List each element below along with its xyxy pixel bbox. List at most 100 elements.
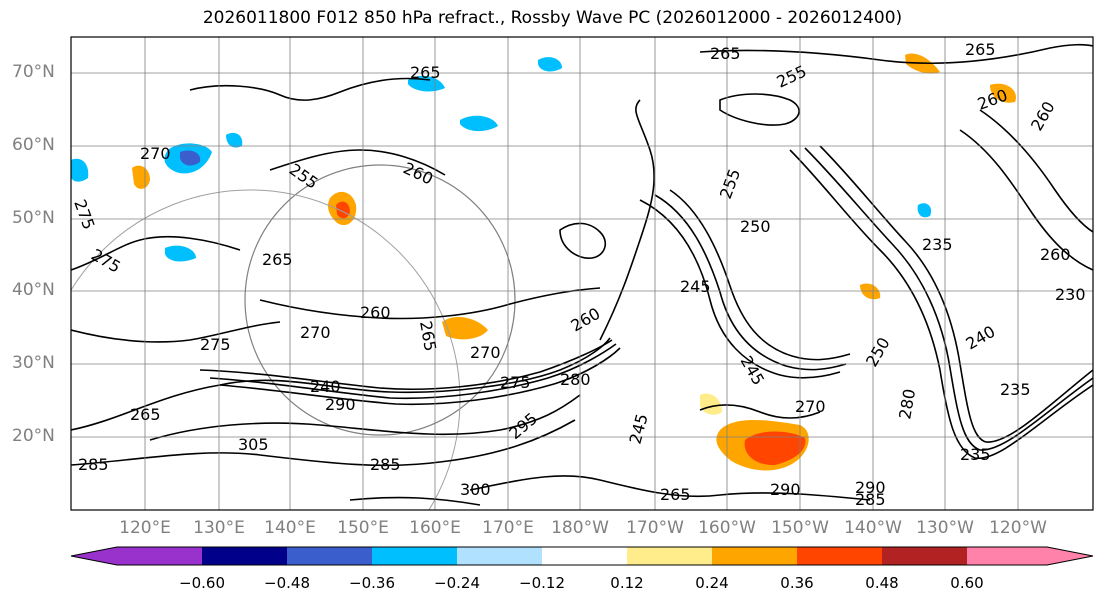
map-area bbox=[71, 37, 1093, 510]
contour-line bbox=[71, 321, 281, 343]
contour-line bbox=[209, 343, 617, 400]
lon-label: 170°E bbox=[482, 518, 534, 538]
colorbar-extend-high bbox=[1047, 547, 1093, 565]
map-title: 2026011800 F012 850 hPa refract., Rossby… bbox=[202, 8, 903, 28]
colorbar-tick-label: 0.60 bbox=[950, 574, 984, 592]
projection-circle bbox=[71, 189, 461, 510]
contour-line bbox=[349, 496, 481, 506]
lon-label: 170°W bbox=[626, 518, 684, 538]
colorbar-outline bbox=[70, 546, 1094, 566]
positive-anomaly-patch bbox=[442, 316, 488, 340]
positive-anomaly-patch bbox=[990, 83, 1016, 103]
lon-label: 120°W bbox=[989, 518, 1047, 538]
contour-label: 265 bbox=[262, 250, 293, 269]
colorbar-segment bbox=[542, 547, 627, 565]
contour-label: 265 bbox=[410, 63, 441, 82]
contour-label: 265 bbox=[710, 44, 741, 63]
colorbar-segment bbox=[712, 547, 797, 565]
contour-line bbox=[599, 99, 655, 341]
contour-label: 260 bbox=[360, 303, 391, 322]
contour-label: 275 bbox=[500, 373, 531, 392]
colorbar-tick-label: 0.24 bbox=[695, 574, 729, 592]
contour-label: 270 bbox=[300, 323, 331, 342]
strong-positive-anomaly-patch bbox=[744, 431, 806, 466]
contour-label: 285 bbox=[78, 455, 109, 474]
weak-positive-anomaly-patch bbox=[700, 393, 722, 415]
contour-line bbox=[979, 109, 1093, 233]
lat-label: 70°N bbox=[12, 62, 55, 82]
colorbar-tick-label: 0.48 bbox=[865, 574, 899, 592]
colorbar-tick-label: −0.12 bbox=[519, 574, 565, 592]
colorbar-segment bbox=[797, 547, 882, 565]
colorbar bbox=[70, 546, 1094, 566]
projection-circle bbox=[244, 164, 516, 436]
colorbar-segment bbox=[372, 547, 457, 565]
contour-line bbox=[149, 394, 581, 441]
positive-anomaly-patch bbox=[132, 165, 150, 189]
contour-label: 270 bbox=[140, 144, 171, 163]
contour-label: 290 bbox=[770, 480, 801, 499]
contour-label: 285 bbox=[370, 455, 401, 474]
lon-label: 150°E bbox=[337, 518, 389, 538]
contour-label: 280 bbox=[560, 370, 591, 389]
shading-layer bbox=[71, 53, 1016, 471]
contour-label: 235 bbox=[960, 445, 991, 464]
colorbar-segment bbox=[627, 547, 712, 565]
negative-anomaly-patch bbox=[408, 75, 445, 92]
contour-line bbox=[189, 77, 431, 101]
contour-label: 300 bbox=[460, 480, 491, 499]
contour-line bbox=[269, 149, 446, 176]
lon-label: 160°W bbox=[698, 518, 756, 538]
colorbar-segment bbox=[882, 547, 967, 565]
colorbar-tick-label: −0.48 bbox=[264, 574, 310, 592]
lat-label: 20°N bbox=[12, 426, 55, 446]
lon-label: 150°W bbox=[771, 518, 829, 538]
contour-line bbox=[469, 475, 871, 501]
lon-label: 130°E bbox=[193, 518, 245, 538]
contour-line bbox=[71, 235, 241, 271]
contour-label: 240 bbox=[310, 377, 341, 396]
negative-anomaly-patch bbox=[226, 132, 243, 148]
colorbar-segment bbox=[457, 547, 542, 565]
colorbar-tick-label: −0.36 bbox=[349, 574, 395, 592]
strong-negative-anomaly-patch bbox=[180, 150, 201, 166]
contour-label: 260 bbox=[1040, 245, 1071, 264]
map-frame bbox=[70, 36, 1094, 511]
colorbar-segment bbox=[117, 547, 202, 565]
contour-line bbox=[639, 199, 841, 379]
lat-label: 30°N bbox=[12, 353, 55, 373]
negative-anomaly-patch bbox=[165, 245, 196, 262]
contour-label: 305 bbox=[238, 435, 269, 454]
graticule bbox=[71, 37, 1093, 510]
colorbar-extend-low bbox=[71, 547, 117, 565]
lon-label: 140°E bbox=[264, 518, 316, 538]
contour-label: 270 bbox=[795, 397, 826, 416]
lon-label: 160°E bbox=[409, 518, 461, 538]
contour-line bbox=[789, 149, 1093, 459]
contour-label: 235 bbox=[922, 235, 953, 254]
contour-label: 285 bbox=[855, 490, 886, 509]
contour-label: 235 bbox=[1000, 380, 1031, 399]
contour-label: 290 bbox=[325, 395, 356, 414]
lon-label: 180°W bbox=[551, 518, 609, 538]
contour-line bbox=[959, 129, 1093, 271]
contour-label: 275 bbox=[200, 335, 231, 354]
strong-positive-anomaly-patch bbox=[336, 201, 350, 219]
lat-label: 40°N bbox=[12, 280, 55, 300]
contour-line bbox=[559, 222, 607, 259]
contour-line bbox=[669, 189, 851, 361]
contour-label: 265 bbox=[660, 485, 691, 504]
lat-label: 50°N bbox=[12, 208, 55, 228]
colorbar-tick-label: −0.24 bbox=[434, 574, 480, 592]
negative-anomaly-patch bbox=[71, 158, 89, 182]
contour-label: 270 bbox=[470, 343, 501, 362]
contour-label: 245 bbox=[680, 277, 711, 296]
contour-label: 230 bbox=[1055, 285, 1086, 304]
lon-label: 120°E bbox=[119, 518, 171, 538]
lon-label: 130°W bbox=[916, 518, 974, 538]
contour-line bbox=[699, 404, 821, 419]
contour-line bbox=[699, 43, 1093, 65]
colorbar-segment bbox=[967, 547, 1047, 565]
lat-label: 60°N bbox=[12, 135, 55, 155]
